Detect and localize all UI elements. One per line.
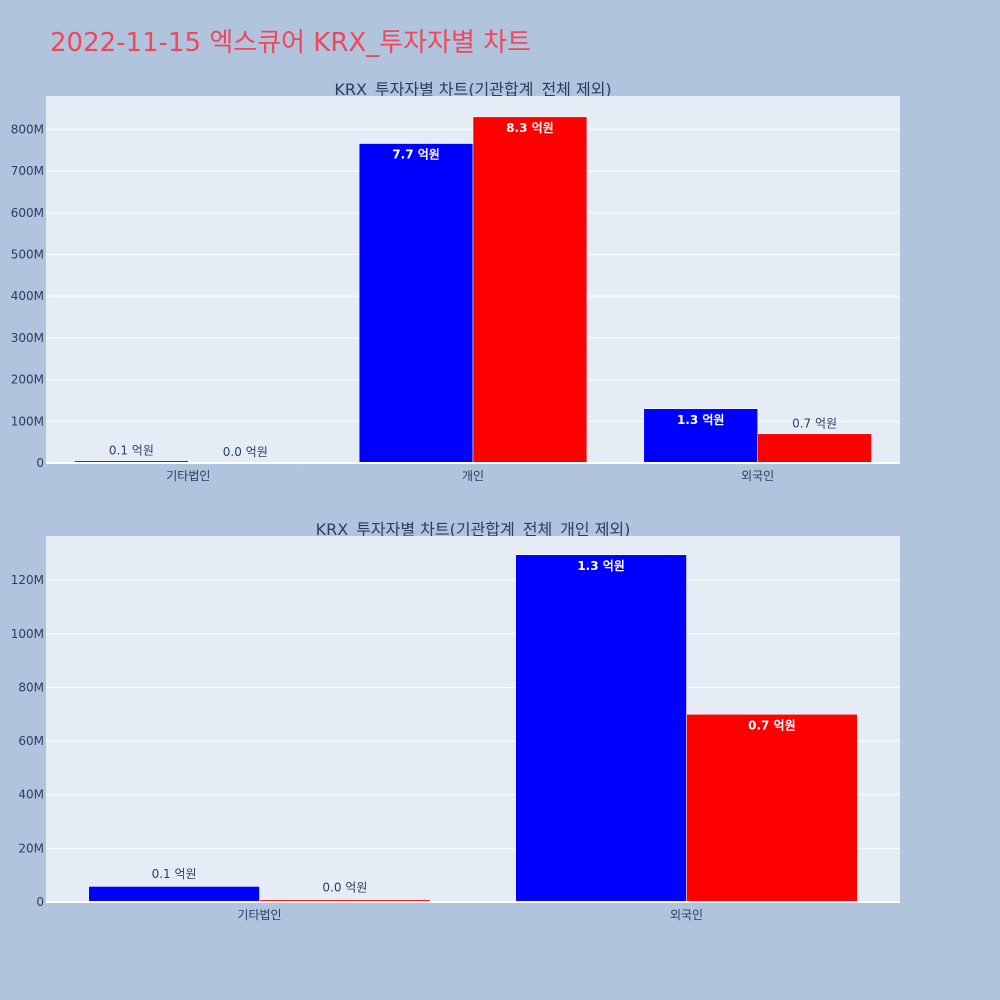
y-tick-label: 100M (11, 627, 44, 641)
bar-value-label: 7.7 억원 (392, 148, 440, 162)
y-tick-label: 500M (11, 247, 44, 261)
bar-value-label: 1.3 억원 (677, 413, 725, 427)
x-tick-label: 외국인 (741, 469, 774, 483)
bar-value-label: 0.7 억원 (748, 718, 796, 732)
y-tick-label: 200M (11, 373, 44, 387)
y-tick-label: 20M (18, 841, 44, 855)
x-tick-label: 외국인 (670, 908, 703, 922)
bar-value-label: 0.0 억원 (322, 880, 367, 894)
y-tick-label: 100M (11, 414, 44, 428)
y-tick-label: 300M (11, 331, 44, 345)
chart-2-title: KRX_투자자별 차트(기관합계_전체_개인 제외) (316, 520, 631, 540)
bar (472, 116, 588, 464)
page-title: 2022-11-15 엑스큐어 KRX_투자자별 차트 (50, 28, 532, 58)
bar-value-label: 0.7 억원 (792, 416, 837, 430)
bar (88, 886, 260, 903)
bar (358, 143, 474, 464)
bar-value-label: 0.1 억원 (152, 867, 197, 881)
bar-value-label: 0.1 억원 (109, 443, 154, 457)
x-tick-label: 개인 (462, 469, 484, 483)
bar-value-label: 0.0 억원 (223, 445, 268, 459)
y-tick-label: 0 (36, 456, 44, 470)
chart-2: KRX_투자자별 차트(기관합계_전체_개인 제외) 0 20M 40M 60M 80M… (11, 520, 900, 922)
y-tick-label: 120M (11, 573, 44, 587)
y-tick-label: 600M (11, 206, 44, 220)
bar-value-label: 8.3 억원 (506, 121, 554, 135)
y-tick-label: 80M (18, 680, 44, 694)
y-tick-label: 60M (18, 734, 44, 748)
y-tick-label: 40M (18, 788, 44, 802)
y-tick-label: 0 (36, 895, 44, 909)
chart-1-title: KRX_투자자별 차트(기관합계_전체 제외) (334, 80, 611, 100)
x-tick-label: 기타법인 (237, 908, 281, 922)
x-tick-label: 기타법인 (166, 469, 210, 483)
y-tick-label: 800M (11, 122, 44, 136)
bar (515, 554, 687, 903)
chart-1: KRX_투자자별 차트(기관합계_전체 제외) 0 100M 200M 300M 400… (11, 80, 900, 483)
bar-value-label: 1.3 억원 (577, 559, 625, 573)
y-tick-label: 700M (11, 164, 44, 178)
bar (643, 408, 758, 464)
y-tick-label: 400M (11, 289, 44, 303)
bar (757, 433, 872, 464)
bar (686, 714, 858, 903)
